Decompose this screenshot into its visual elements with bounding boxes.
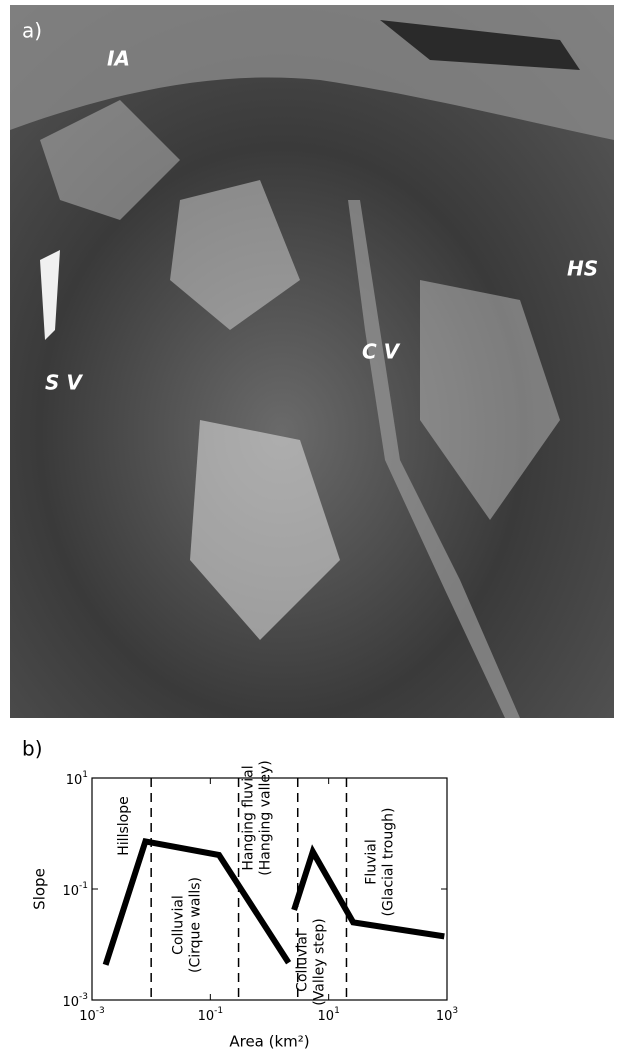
region-label: Colluvial bbox=[295, 932, 311, 992]
tick-label: 10-3 bbox=[79, 1006, 105, 1024]
region-label: Fluvial bbox=[364, 839, 380, 884]
photo-label: C V bbox=[362, 340, 401, 364]
photo-label: IA bbox=[107, 47, 130, 71]
photo-label: HS bbox=[567, 257, 598, 281]
tick-label: 101 bbox=[318, 1006, 340, 1024]
tick-label: 10-3 bbox=[62, 992, 88, 1010]
tick-base: 10 bbox=[62, 884, 79, 899]
tick-base: 10 bbox=[198, 1009, 215, 1024]
panel-label: a) bbox=[22, 19, 42, 43]
tick-base: 10 bbox=[79, 1009, 96, 1024]
region-label: Hanging fluvial bbox=[241, 765, 257, 870]
photo-label: S V bbox=[45, 371, 83, 395]
tick-label: 10-1 bbox=[198, 1006, 224, 1024]
region-label: (Valley step) bbox=[312, 918, 328, 1005]
panel-label: b) bbox=[22, 737, 43, 761]
region-label: Hillslope bbox=[116, 796, 132, 855]
tick-label: 101 bbox=[66, 770, 88, 788]
tick-base: 10 bbox=[66, 773, 83, 788]
photo: a) IA HS C V S V bbox=[10, 5, 614, 718]
region-label: Colluvial bbox=[171, 895, 187, 955]
tick-exponent: 3 bbox=[452, 1006, 458, 1016]
tick-label: 103 bbox=[436, 1006, 458, 1024]
x-axis-title: Area (km²) bbox=[229, 1033, 309, 1051]
tick-exponent: -3 bbox=[96, 1006, 105, 1016]
region-label: (Cirque walls) bbox=[188, 877, 204, 973]
tick-exponent: 1 bbox=[334, 1006, 340, 1016]
tick-exponent: -1 bbox=[214, 1006, 223, 1016]
tick-exponent: 1 bbox=[82, 770, 88, 780]
figure: a) IA HS C V S V b) 10-310-110110310-310… bbox=[0, 0, 618, 1062]
y-axis-title: Slope bbox=[31, 868, 49, 910]
tick-exponent: -3 bbox=[79, 992, 88, 1002]
tick-base: 10 bbox=[318, 1009, 335, 1024]
tick-base: 10 bbox=[62, 995, 79, 1010]
tick-base: 10 bbox=[436, 1009, 453, 1024]
tick-label: 10-1 bbox=[62, 881, 88, 899]
tick-exponent: -1 bbox=[79, 881, 88, 891]
region-label: (Hanging valley) bbox=[258, 760, 274, 875]
region-label: (Glacial trough) bbox=[381, 808, 397, 917]
